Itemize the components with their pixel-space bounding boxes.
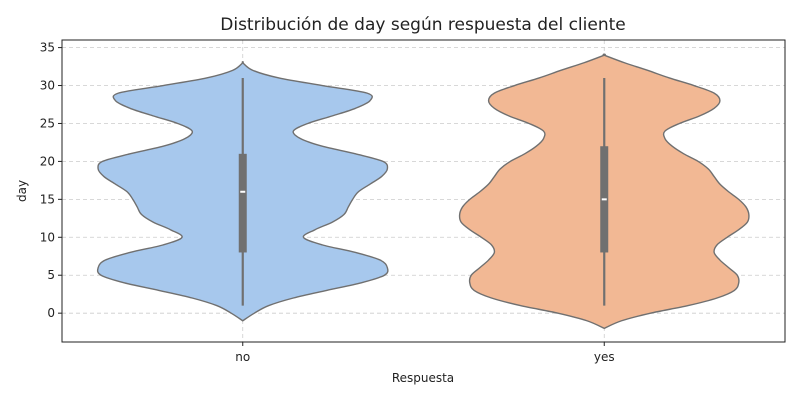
violin-layer: [96, 53, 750, 330]
y-axis-label: day: [15, 180, 29, 202]
y-axis: 0 5 10 15 20 25 30 35: [40, 41, 62, 320]
y-tick-label: 10: [40, 230, 55, 244]
x-axis-label: Respuesta: [392, 371, 454, 385]
iqr-box-no: [238, 153, 247, 253]
y-tick-label: 0: [47, 306, 55, 320]
y-tick-label: 5: [47, 268, 55, 282]
y-tick-label: 20: [40, 154, 55, 168]
chart-title: Distribución de day según respuesta del …: [220, 15, 625, 35]
y-tick-label: 25: [40, 116, 55, 130]
x-axis: no yes: [235, 342, 615, 364]
x-tick-label: yes: [594, 350, 615, 364]
y-tick-label: 35: [40, 41, 55, 55]
y-tick-label: 30: [40, 79, 55, 93]
y-tick-label: 15: [40, 192, 55, 206]
plot-frame: [61, 39, 786, 343]
x-tick-label: no: [235, 350, 250, 364]
